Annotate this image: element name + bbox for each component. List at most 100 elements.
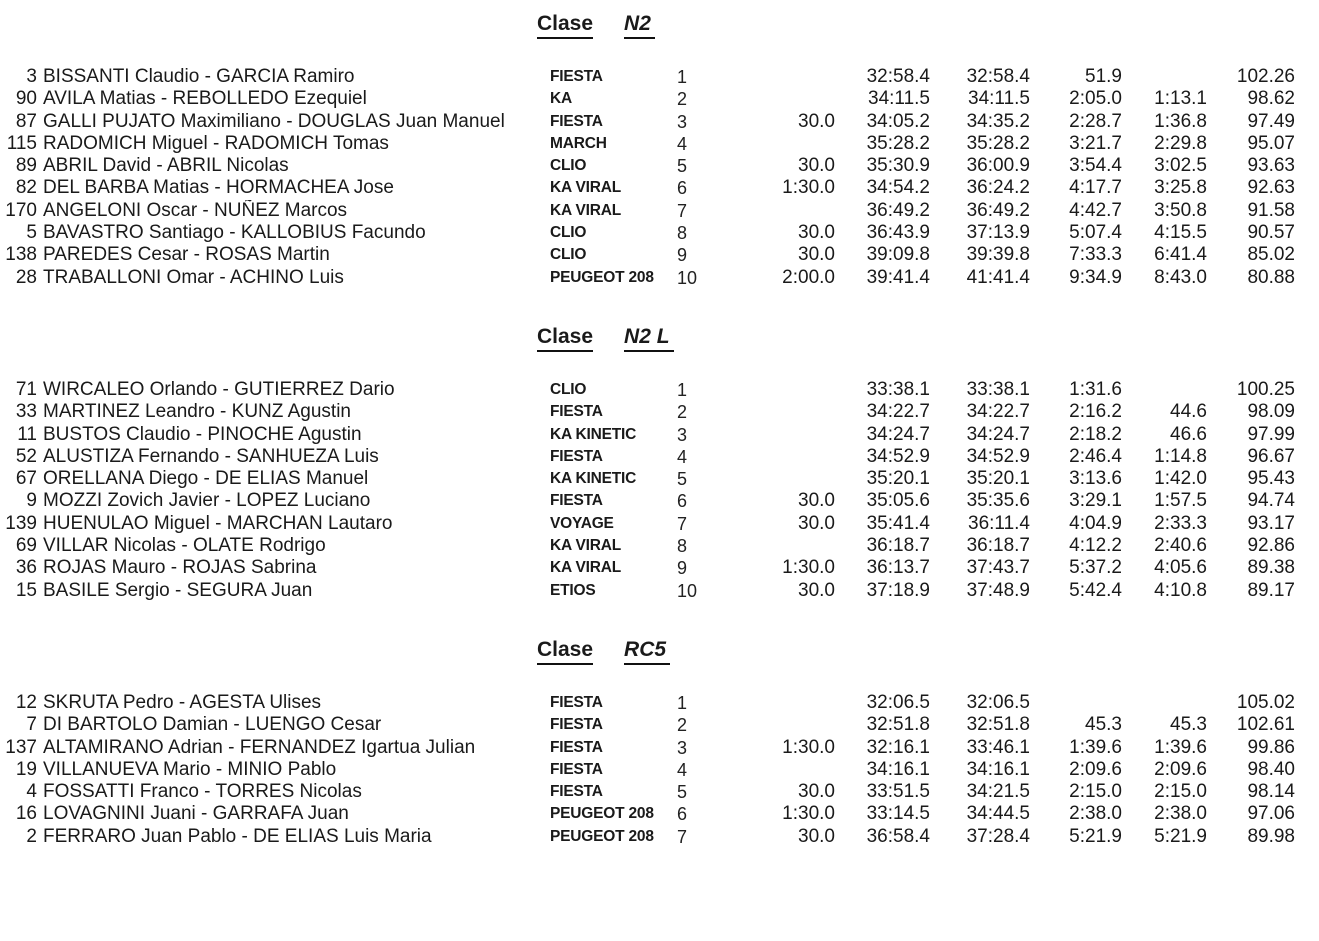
gap-to-previous: 44.6 — [1170, 401, 1207, 423]
penalty-time — [710, 468, 835, 490]
class-section-n2: Clase N2 3 BISSANTI Claudio - GARCIA Ramiro… — [0, 12, 1319, 289]
penalty-time: 30.0 — [798, 579, 835, 601]
gap-to-leader: 2:38.0 — [1069, 803, 1122, 825]
result-row: 52 ALUSTIZA Fernando - SANHUEZA Luis FIEST… — [0, 446, 1319, 468]
crew-names: ANGELONI Oscar - NUÑEZ Marcos — [43, 199, 348, 221]
position: 2 — [677, 89, 688, 110]
stage-time: 35:30.9 — [866, 155, 930, 177]
car-number: 28 — [15, 266, 37, 288]
performance-index: 90.57 — [1247, 222, 1295, 244]
position: 2 — [677, 402, 688, 423]
total-time: 35:28.2 — [966, 132, 1030, 154]
position: 5 — [677, 469, 688, 490]
gap-to-leader: 3:13.6 — [1069, 468, 1122, 490]
total-time: 39:39.8 — [966, 244, 1030, 266]
crew-names: HUENULAO Miguel - MARCHAN Lautaro — [43, 512, 393, 534]
crew-names: BAVASTRO Santiago - KALLOBIUS Facundo — [43, 222, 426, 244]
results-table: 12 SKRUTA Pedro - AGESTA Ulises FIESTA 1 32:… — [0, 692, 1319, 848]
gap-to-previous — [1122, 692, 1207, 714]
penalty-time — [710, 759, 835, 781]
car-number: 33 — [15, 401, 37, 423]
total-time: 34:35.2 — [966, 110, 1030, 132]
gap-to-previous: 8:43.0 — [1154, 266, 1207, 288]
section-header: Clase RC5 — [537, 638, 1319, 665]
crew-names: FOSSATTI Franco - TORRES Nicolas — [43, 781, 362, 803]
result-row: 137 ALTAMIRANO Adrian - FERNANDEZ Igartua… — [0, 737, 1319, 759]
gap-to-leader: 1:39.6 — [1069, 736, 1122, 758]
gap-to-leader: 4:12.2 — [1069, 535, 1122, 557]
performance-index: 95.43 — [1247, 468, 1295, 490]
performance-index: 105.02 — [1236, 692, 1295, 713]
stage-time: 36:13.7 — [866, 557, 930, 579]
stage-time: 32:16.1 — [866, 736, 930, 758]
position: 5 — [677, 782, 688, 803]
gap-to-leader: 2:16.2 — [1069, 401, 1122, 423]
result-row: 138 PAREDES Cesar - ROSAS Martin CLIO 9 30.0… — [0, 244, 1319, 266]
result-row: 11 BUSTOS Claudio - PINOCHE Agustin KA KIN… — [0, 424, 1319, 446]
gap-to-leader: 2:46.4 — [1069, 445, 1122, 467]
result-row: 4 FOSSATTI Franco - TORRES Nicolas FIESTA 5… — [0, 781, 1319, 803]
crew-names: ROJAS Mauro - ROJAS Sabrina — [43, 557, 317, 579]
position: 6 — [677, 804, 688, 825]
car-model: FIESTA — [550, 716, 603, 734]
car-number: 115 — [6, 132, 37, 154]
performance-index: 80.88 — [1247, 266, 1295, 288]
stage-time: 32:51.8 — [866, 714, 930, 736]
crew-names: PAREDES Cesar - ROSAS Martin — [43, 244, 330, 266]
total-time: 37:48.9 — [966, 579, 1030, 601]
penalty-time: 30.0 — [798, 490, 835, 512]
stage-time: 35:20.1 — [866, 468, 930, 490]
car-number: 69 — [15, 535, 37, 557]
stage-time: 37:18.9 — [866, 579, 930, 601]
gap-to-previous: 2:15.0 — [1154, 781, 1207, 803]
penalty-time: 1:30.0 — [782, 803, 835, 825]
performance-index: 102.61 — [1236, 714, 1295, 736]
result-row: 15 BASILE Sergio - SEGURA Juan ETIOS 10 30.0… — [0, 580, 1319, 602]
gap-to-leader: 5:42.4 — [1069, 579, 1122, 601]
gap-to-leader: 5:07.4 — [1069, 222, 1122, 244]
gap-to-leader: 2:09.6 — [1069, 758, 1122, 780]
gap-to-previous: 46.6 — [1170, 423, 1207, 445]
penalty-time: 30.0 — [798, 512, 835, 534]
gap-to-leader: 2:15.0 — [1069, 781, 1122, 803]
performance-index: 98.09 — [1247, 401, 1295, 423]
position: 6 — [677, 491, 688, 512]
total-time: 36:24.2 — [966, 177, 1030, 199]
crew-names: AVILA Matias - REBOLLEDO Ezequiel — [43, 88, 367, 110]
gap-to-previous: 1:57.5 — [1154, 490, 1207, 512]
section-header: Clase N2 — [537, 12, 1319, 39]
penalty-time — [710, 401, 835, 423]
total-time: 34:22.7 — [966, 401, 1030, 423]
car-number: 2 — [26, 825, 37, 847]
car-number: 9 — [26, 490, 37, 512]
class-name: RC5 — [624, 638, 671, 665]
penalty-time: 30.0 — [798, 244, 835, 266]
result-row: 89 ABRIL David - ABRIL Nicolas CLIO 5 30.0 35… — [0, 155, 1319, 177]
car-model: KA VIRAL — [550, 537, 622, 555]
car-model: KA VIRAL — [550, 559, 622, 577]
stage-time: 33:38.1 — [866, 379, 930, 400]
result-row: 170 ANGELONI Oscar - NUÑEZ Marcos KA VIRAL… — [0, 200, 1319, 222]
stage-time: 39:41.4 — [866, 266, 930, 288]
crew-names: TRABALLONI Omar - ACHINO Luis — [43, 266, 344, 288]
penalty-time — [710, 379, 835, 401]
car-model: KA — [550, 90, 572, 108]
car-model: FIESTA — [550, 783, 603, 801]
performance-index: 98.62 — [1247, 88, 1295, 110]
stage-time: 39:09.8 — [866, 244, 930, 266]
result-row: 9 MOZZI Zovich Javier - LOPEZ Luciano FIES… — [0, 490, 1319, 512]
stage-time: 34:11.5 — [868, 88, 930, 110]
performance-index: 89.38 — [1247, 557, 1295, 579]
gap-to-leader: 9:34.9 — [1069, 266, 1122, 288]
performance-index: 96.67 — [1247, 445, 1295, 467]
car-number: 15 — [15, 579, 37, 601]
car-number: 3 — [26, 66, 37, 87]
stage-time: 34:24.7 — [866, 423, 930, 445]
total-time: 34:11.5 — [968, 88, 1030, 110]
stage-time: 34:54.2 — [866, 177, 930, 199]
total-time: 35:35.6 — [966, 490, 1030, 512]
car-model: FIESTA — [550, 694, 603, 711]
car-model: PEUGEOT 208 — [550, 827, 654, 845]
penalty-time: 1:30.0 — [782, 177, 835, 199]
gap-to-leader: 4:42.7 — [1069, 199, 1122, 221]
